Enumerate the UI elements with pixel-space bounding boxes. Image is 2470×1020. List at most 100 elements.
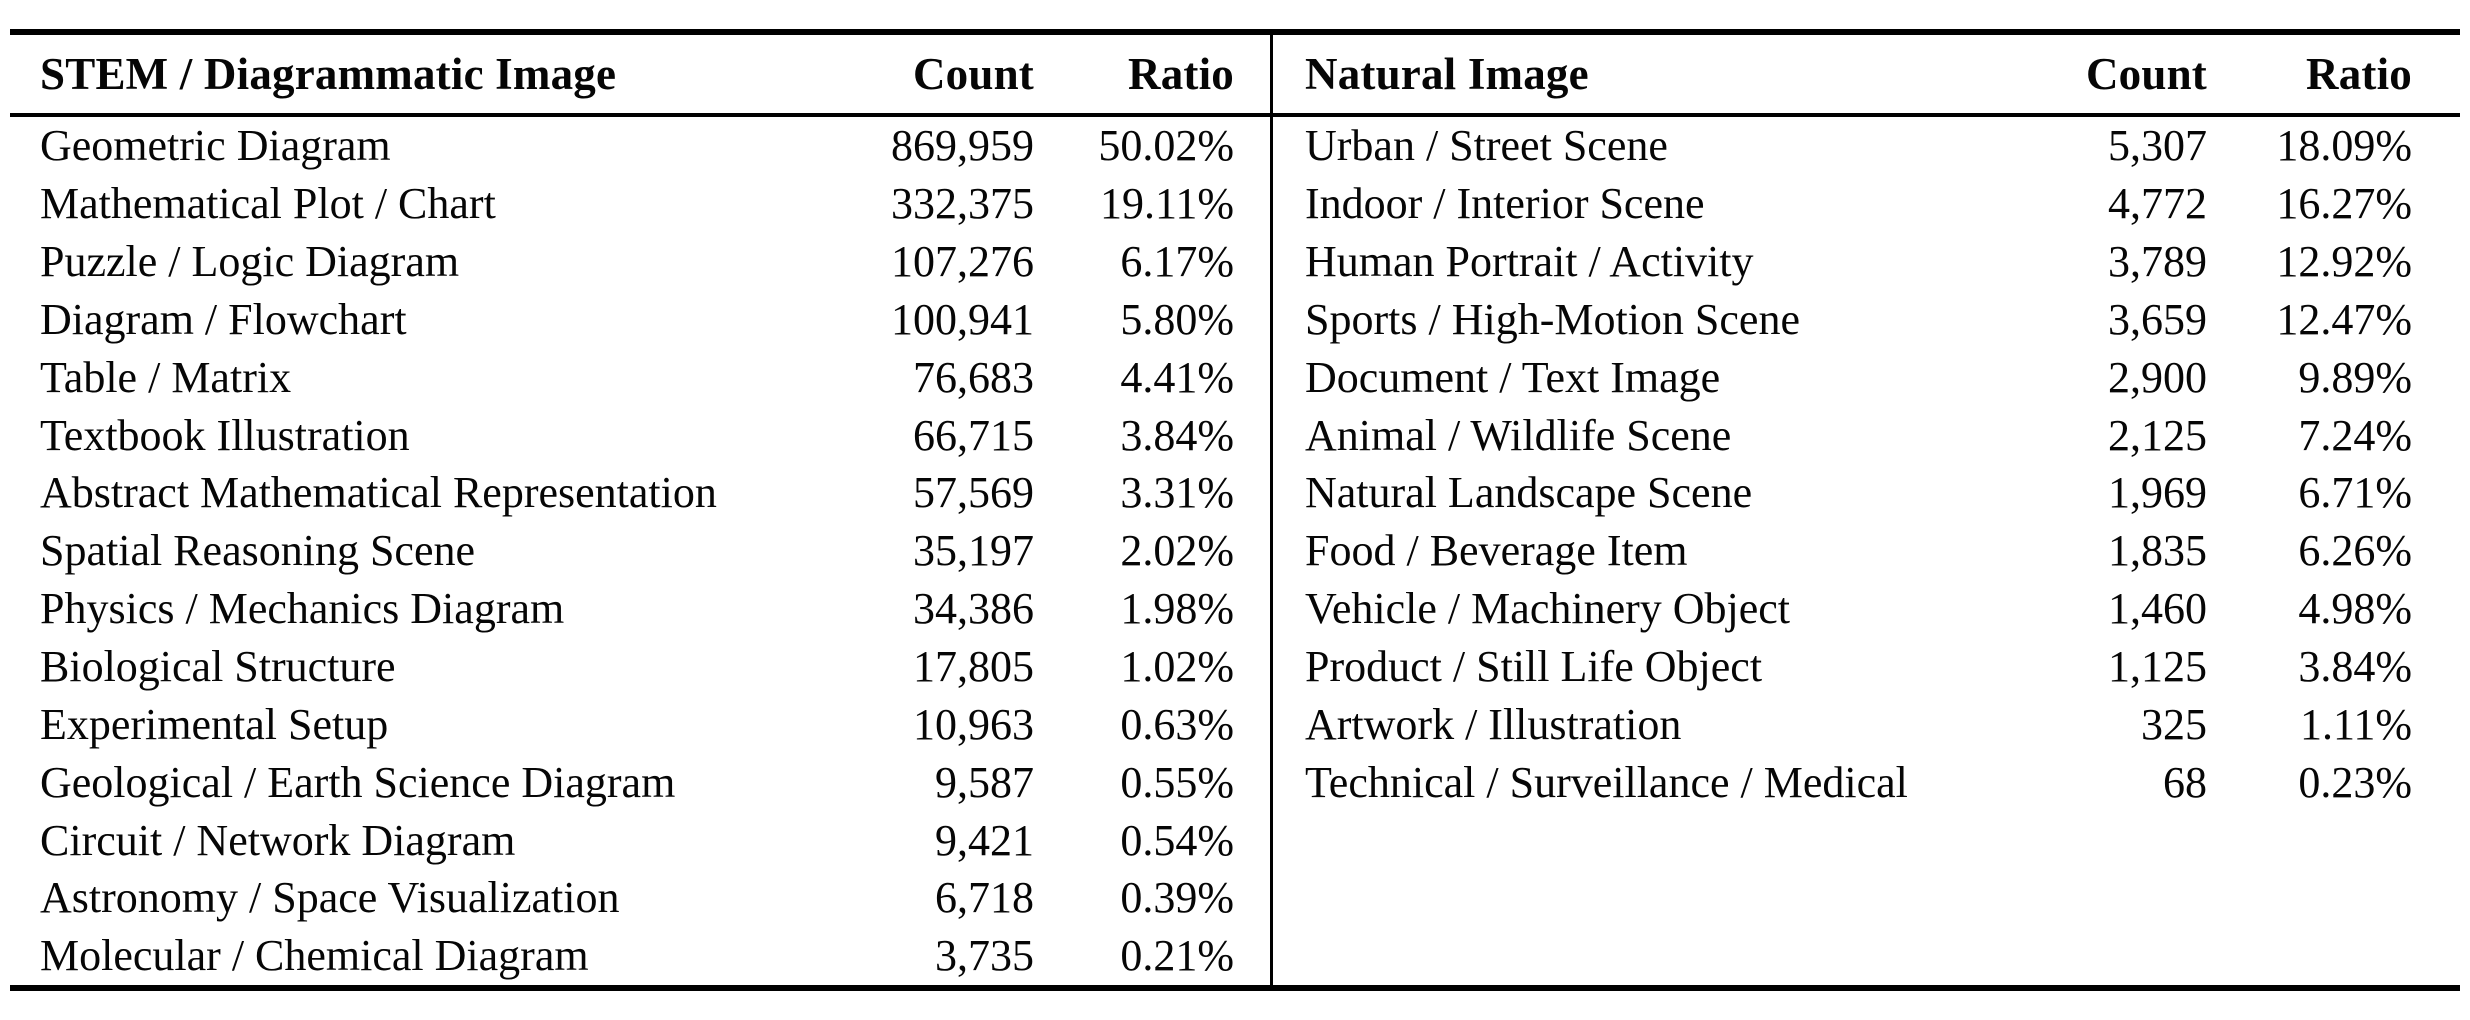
ratio-cell: 5.80%	[1120, 294, 1234, 344]
natural-panel-header-row: Natural Image Count Ratio	[1273, 35, 2460, 117]
ratio-cell: 9.89%	[2298, 352, 2412, 402]
table-row: Human Portrait / Activity 3,789 12.92%	[1273, 233, 2460, 291]
category-cell: Geological / Earth Science Diagram	[40, 757, 676, 807]
column-header-ratio-right: Ratio	[2306, 49, 2412, 99]
ratio-cell: 4.98%	[2298, 584, 2412, 634]
ratio-cell: 0.63%	[1120, 699, 1234, 749]
category-cell: Spatial Reasoning Scene	[40, 526, 476, 576]
count-cell: 34,386	[913, 584, 1034, 634]
ratio-cell: 3.31%	[1120, 468, 1234, 518]
column-header-count-right: Count	[2085, 49, 2207, 99]
table-row: Vehicle / Machinery Object 1,460 4.98%	[1273, 580, 2460, 638]
category-cell: Animal / Wildlife Scene	[1305, 410, 1732, 460]
category-cell: Indoor / Interior Scene	[1305, 179, 1705, 229]
count-cell: 9,587	[935, 757, 1034, 807]
count-cell: 107,276	[891, 237, 1034, 287]
category-cell: Technical / Surveillance / Medical	[1305, 757, 1908, 807]
stem-diagrammatic-panel: STEM / Diagrammatic Image Count Ratio Ge…	[10, 35, 1273, 985]
category-cell: Vehicle / Machinery Object	[1305, 584, 1791, 634]
category-cell: Human Portrait / Activity	[1305, 237, 1754, 287]
category-cell: Biological Structure	[40, 642, 396, 692]
count-cell: 3,659	[2108, 294, 2207, 344]
count-cell: 332,375	[891, 179, 1034, 229]
ratio-cell: 0.54%	[1120, 815, 1234, 865]
ratio-cell: 4.41%	[1120, 352, 1234, 402]
count-cell: 35,197	[913, 526, 1034, 576]
category-cell: Geometric Diagram	[40, 121, 391, 171]
stem-panel-body: Geometric Diagram 869,959 50.02% Mathema…	[10, 117, 1270, 985]
category-cell: Abstract Mathematical Representation	[40, 468, 717, 518]
category-cell: Artwork / Illustration	[1305, 699, 1682, 749]
ratio-cell: 16.27%	[2276, 179, 2412, 229]
count-cell: 10,963	[913, 699, 1034, 749]
natural-image-panel: Natural Image Count Ratio Urban / Street…	[1273, 35, 2460, 985]
ratio-cell: 6.71%	[2298, 468, 2412, 518]
category-cell: Experimental Setup	[40, 699, 389, 749]
column-header-stem-category: STEM / Diagrammatic Image	[40, 49, 617, 99]
category-cell: Mathematical Plot / Chart	[40, 179, 496, 229]
table-row: Technical / Surveillance / Medical 68 0.…	[1273, 753, 2460, 811]
table-row: Astronomy / Space Visualization 6,718 0.…	[10, 869, 1270, 927]
count-cell: 4,772	[2108, 179, 2207, 229]
category-cell: Astronomy / Space Visualization	[40, 873, 620, 923]
ratio-cell: 1.98%	[1120, 584, 1234, 634]
count-cell: 9,421	[935, 815, 1034, 865]
table-row: Physics / Mechanics Diagram 34,386 1.98%	[10, 580, 1270, 638]
table-row: Diagram / Flowchart 100,941 5.80%	[10, 291, 1270, 349]
ratio-cell: 50.02%	[1098, 121, 1234, 171]
ratio-cell: 19.11%	[1099, 179, 1234, 229]
stem-panel-header-row: STEM / Diagrammatic Image Count Ratio	[10, 35, 1270, 117]
category-cell: Urban / Street Scene	[1305, 121, 1668, 171]
natural-panel-body: Urban / Street Scene 5,307 18.09% Indoor…	[1273, 117, 2460, 811]
count-cell: 869,959	[891, 121, 1034, 171]
category-cell: Puzzle / Logic Diagram	[40, 237, 460, 287]
ratio-cell: 18.09%	[2276, 121, 2412, 171]
category-cell: Textbook Illustration	[40, 410, 410, 460]
count-cell: 2,125	[2108, 410, 2207, 460]
column-header-natural-category: Natural Image	[1305, 49, 1589, 99]
table-row: Natural Landscape Scene 1,969 6.71%	[1273, 464, 2460, 522]
count-cell: 66,715	[913, 410, 1034, 460]
count-cell: 6,718	[935, 873, 1034, 923]
ratio-cell: 0.39%	[1120, 873, 1234, 923]
table-row: Sports / High-Motion Scene 3,659 12.47%	[1273, 291, 2460, 349]
category-cell: Physics / Mechanics Diagram	[40, 584, 565, 634]
count-cell: 76,683	[913, 352, 1034, 402]
category-cell: Circuit / Network Diagram	[40, 815, 516, 865]
count-cell: 1,969	[2108, 468, 2207, 518]
table-row: Circuit / Network Diagram 9,421 0.54%	[10, 811, 1270, 869]
ratio-cell: 12.47%	[2276, 294, 2412, 344]
ratio-cell: 0.55%	[1120, 757, 1234, 807]
category-cell: Diagram / Flowchart	[40, 294, 407, 344]
category-cell: Natural Landscape Scene	[1305, 468, 1753, 518]
category-cell: Product / Still Life Object	[1305, 642, 1763, 692]
table-row: Food / Beverage Item 1,835 6.26%	[1273, 522, 2460, 580]
table-row: Animal / Wildlife Scene 2,125 7.24%	[1273, 406, 2460, 464]
column-header-count-left: Count	[912, 49, 1034, 99]
count-cell: 100,941	[891, 294, 1034, 344]
count-cell: 1,460	[2108, 584, 2207, 634]
table-row: Geological / Earth Science Diagram 9,587…	[10, 753, 1270, 811]
category-cell: Document / Text Image	[1305, 352, 1721, 402]
table-row: Urban / Street Scene 5,307 18.09%	[1273, 117, 2460, 175]
category-cell: Molecular / Chemical Diagram	[40, 931, 589, 981]
ratio-cell: 12.92%	[2276, 237, 2412, 287]
table-row: Mathematical Plot / Chart 332,375 19.11%	[10, 175, 1270, 233]
ratio-cell: 3.84%	[2298, 642, 2412, 692]
table-row: Spatial Reasoning Scene 35,197 2.02%	[10, 522, 1270, 580]
count-cell: 68	[2163, 757, 2207, 807]
column-header-ratio-left: Ratio	[1128, 49, 1234, 99]
table-row: Artwork / Illustration 325 1.11%	[1273, 695, 2460, 753]
count-cell: 325	[2141, 699, 2207, 749]
count-cell: 2,900	[2108, 352, 2207, 402]
table-row: Puzzle / Logic Diagram 107,276 6.17%	[10, 233, 1270, 291]
count-cell: 57,569	[913, 468, 1034, 518]
table-row: Product / Still Life Object 1,125 3.84%	[1273, 638, 2460, 696]
count-cell: 3,735	[935, 931, 1034, 981]
table-row: Indoor / Interior Scene 4,772 16.27%	[1273, 175, 2460, 233]
category-cell: Food / Beverage Item	[1305, 526, 1688, 576]
table-row: Textbook Illustration 66,715 3.84%	[10, 406, 1270, 464]
count-cell: 3,789	[2108, 237, 2207, 287]
ratio-cell: 2.02%	[1120, 526, 1234, 576]
